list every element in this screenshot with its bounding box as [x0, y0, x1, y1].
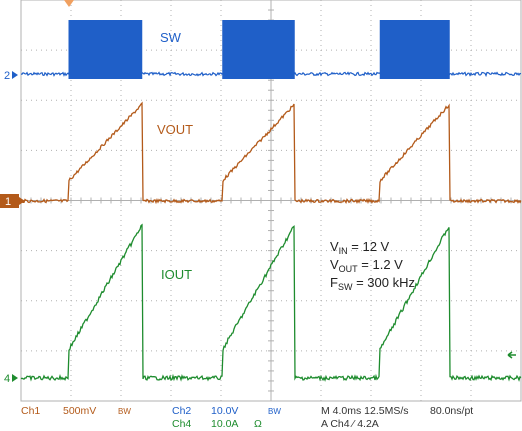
- vout-trace: [20, 101, 522, 205]
- ch4-ground-marker: 4: [4, 373, 18, 385]
- ch1-ground-marker: 1: [0, 194, 25, 208]
- waveforms: [20, 20, 522, 382]
- ch2-scale: 10.0V: [211, 405, 238, 417]
- ch4-impedance: Ω: [254, 418, 262, 430]
- iout-trace: [20, 223, 522, 382]
- vout-label: VOUT: [157, 122, 193, 137]
- trigger-position-marker: [64, 0, 74, 7]
- sw-label: SW: [160, 30, 182, 45]
- ch2-name: Ch2: [172, 405, 191, 417]
- trigger-level-marker: [507, 351, 516, 359]
- sw-switching-burst: [68, 20, 143, 79]
- ch4-marker-label: 4: [4, 373, 10, 385]
- ch2-bw-limit: BW: [268, 407, 281, 416]
- operating-conditions: VIN = 12 V VOUT = 1.2 V FSW = 300 kHz: [330, 239, 415, 292]
- ch2-marker-label: 2: [4, 70, 10, 82]
- ch1-marker-label: 1: [5, 196, 11, 208]
- ch1-scale: 500mV: [63, 405, 96, 417]
- ch4-scale: 10.0A: [211, 418, 238, 430]
- fsw-condition: FSW = 300 kHz: [330, 275, 415, 292]
- status-bar: Ch1 500mV BW Ch2 10.0V BW Ch4 10.0A Ω M …: [21, 405, 473, 430]
- sw-switching-burst: [379, 20, 450, 79]
- ch4-name: Ch4: [172, 418, 191, 430]
- ch2-ground-marker: 2: [4, 70, 18, 82]
- vout-condition: VOUT = 1.2 V: [330, 257, 403, 274]
- trigger-setting: A Ch4 ⁄ 4.2A: [321, 418, 379, 430]
- sw-switching-burst: [222, 20, 295, 79]
- ch1-name: Ch1: [21, 405, 40, 417]
- timebase: M 4.0ms 12.5MS/s: [321, 405, 409, 417]
- record-resolution: 80.0ns/pt: [430, 405, 473, 417]
- ch1-bw-limit: BW: [118, 407, 131, 416]
- vin-condition: VIN = 12 V: [330, 239, 390, 256]
- iout-label: IOUT: [161, 267, 192, 282]
